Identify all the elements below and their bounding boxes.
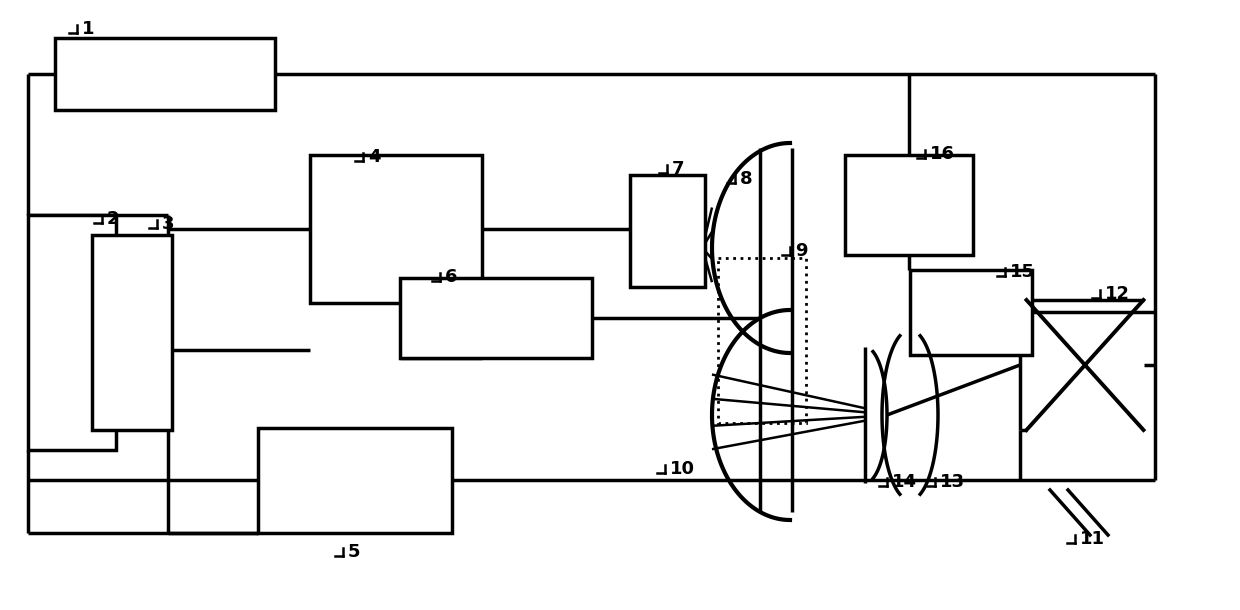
Bar (630, 175, 706, 287)
Text: 16: 16 (930, 145, 955, 163)
Text: 5: 5 (348, 543, 361, 561)
Bar (29, 215, 117, 450)
Text: 11: 11 (1080, 530, 1105, 548)
Text: 3: 3 (162, 215, 175, 233)
Text: 1: 1 (82, 20, 94, 38)
Text: 12: 12 (1105, 285, 1130, 303)
Text: 10: 10 (670, 460, 694, 478)
Bar (92, 235, 172, 430)
Bar (910, 270, 1032, 355)
Bar (401, 278, 591, 358)
Text: 15: 15 (1011, 263, 1035, 281)
Text: 4: 4 (368, 148, 381, 166)
Text: 14: 14 (892, 473, 918, 491)
Bar (310, 155, 482, 303)
Text: 8: 8 (740, 170, 753, 188)
Bar (258, 428, 453, 533)
Bar (718, 258, 806, 423)
Text: 2: 2 (107, 210, 119, 228)
Text: 6: 6 (445, 268, 458, 286)
Text: 13: 13 (940, 473, 965, 491)
Bar (55, 38, 275, 110)
Text: 9: 9 (795, 242, 807, 260)
Bar (844, 155, 973, 255)
Text: 7: 7 (672, 160, 684, 178)
